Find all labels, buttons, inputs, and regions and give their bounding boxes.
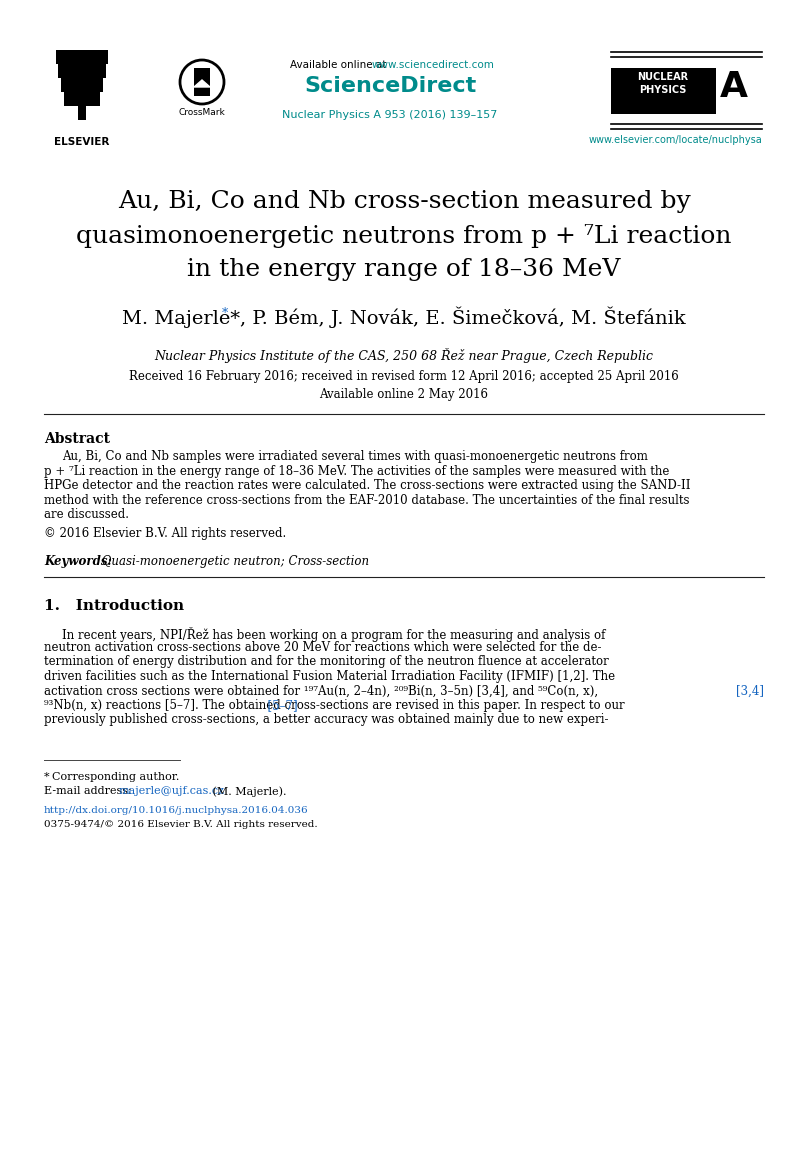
Text: ELSEVIER: ELSEVIER bbox=[54, 137, 110, 148]
Text: CrossMark: CrossMark bbox=[179, 108, 225, 117]
Polygon shape bbox=[194, 80, 210, 87]
Text: Au, Bi, Co and Nb samples were irradiated several times with quasi-monoenergetic: Au, Bi, Co and Nb samples were irradiate… bbox=[62, 450, 648, 462]
Text: NUCLEAR
PHYSICS: NUCLEAR PHYSICS bbox=[638, 72, 688, 95]
Text: Keywords:: Keywords: bbox=[44, 554, 112, 567]
Text: http://dx.doi.org/10.1016/j.nuclphysa.2016.04.036: http://dx.doi.org/10.1016/j.nuclphysa.20… bbox=[44, 806, 309, 815]
Text: www.sciencedirect.com: www.sciencedirect.com bbox=[372, 60, 494, 70]
Text: ScienceDirect: ScienceDirect bbox=[304, 76, 476, 96]
Text: [1,2]: [1,2] bbox=[611, 670, 808, 683]
FancyBboxPatch shape bbox=[58, 64, 106, 78]
Text: activation cross sections were obtained for ¹⁹⁷Au(n, 2–4n), ²⁰⁹Bi(n, 3–5n) [3,4]: activation cross sections were obtained … bbox=[44, 684, 598, 697]
Text: termination of energy distribution and for the monitoring of the neutron fluence: termination of energy distribution and f… bbox=[44, 655, 608, 668]
Text: Available online at: Available online at bbox=[290, 60, 389, 70]
Text: majerle@ujf.cas.cz: majerle@ujf.cas.cz bbox=[119, 786, 225, 796]
Text: www.elsevier.com/locate/nuclphysa: www.elsevier.com/locate/nuclphysa bbox=[588, 135, 762, 145]
Text: are discussed.: are discussed. bbox=[44, 508, 129, 521]
Text: in the energy range of 18–36 MeV: in the energy range of 18–36 MeV bbox=[187, 258, 621, 281]
Text: HPGe detector and the reaction rates were calculated. The cross-sections were ex: HPGe detector and the reaction rates wer… bbox=[44, 479, 691, 492]
Text: neutron activation cross-sections above 20 MeV for reactions which were selected: neutron activation cross-sections above … bbox=[44, 641, 601, 654]
Text: Corresponding author.: Corresponding author. bbox=[52, 772, 179, 782]
Text: *: * bbox=[44, 772, 49, 782]
Text: ⁹³Nb(n, x) reactions [5–7]. The obtained cross-sections are revised in this pape: ⁹³Nb(n, x) reactions [5–7]. The obtained… bbox=[44, 700, 625, 712]
Text: *: * bbox=[222, 307, 228, 320]
FancyBboxPatch shape bbox=[56, 50, 108, 64]
Text: [3,4]: [3,4] bbox=[496, 684, 764, 697]
Text: (M. Majerle).: (M. Majerle). bbox=[209, 786, 287, 797]
Text: Quasi-monoenergetic neutron; Cross-section: Quasi-monoenergetic neutron; Cross-secti… bbox=[98, 554, 369, 567]
Text: M. Majerle*, P. Bém, J. Novák, E. Šimečková, M. Štefánik: M. Majerle*, P. Bém, J. Novák, E. Šimečk… bbox=[122, 306, 686, 328]
Text: method with the reference cross-sections from the EAF-2010 database. The uncerta: method with the reference cross-sections… bbox=[44, 494, 689, 507]
Text: driven facilities such as the International Fusion Material Irradiation Facility: driven facilities such as the Internatio… bbox=[44, 670, 615, 683]
Text: previously published cross-sections, a better accuracy was obtained mainly due t: previously published cross-sections, a b… bbox=[44, 713, 608, 726]
Text: © 2016 Elsevier B.V. All rights reserved.: © 2016 Elsevier B.V. All rights reserved… bbox=[44, 526, 286, 539]
Text: Nuclear Physics A 953 (2016) 139–157: Nuclear Physics A 953 (2016) 139–157 bbox=[282, 110, 498, 120]
Text: 0375-9474/© 2016 Elsevier B.V. All rights reserved.: 0375-9474/© 2016 Elsevier B.V. All right… bbox=[44, 820, 318, 829]
Text: quasimonoenergetic neutrons from p + ⁷Li reaction: quasimonoenergetic neutrons from p + ⁷Li… bbox=[76, 224, 732, 248]
Text: p + ⁷Li reaction in the energy range of 18–36 MeV. The activities of the samples: p + ⁷Li reaction in the energy range of … bbox=[44, 465, 669, 478]
FancyBboxPatch shape bbox=[64, 92, 100, 106]
FancyBboxPatch shape bbox=[611, 69, 716, 114]
Text: E-mail address:: E-mail address: bbox=[44, 786, 132, 796]
Text: Nuclear Physics Institute of the CAS, 250 68 Řež near Prague, Czech Republic: Nuclear Physics Institute of the CAS, 25… bbox=[154, 347, 654, 363]
Text: A: A bbox=[720, 70, 748, 105]
FancyBboxPatch shape bbox=[61, 78, 103, 92]
FancyBboxPatch shape bbox=[194, 69, 210, 96]
FancyBboxPatch shape bbox=[78, 100, 86, 120]
Text: [5–7]: [5–7] bbox=[155, 700, 297, 712]
Text: In recent years, NPI/Řež has been working on a program for the measuring and ana: In recent years, NPI/Řež has been workin… bbox=[62, 626, 605, 641]
Text: Available online 2 May 2016: Available online 2 May 2016 bbox=[319, 388, 489, 401]
Text: 1.   Introduction: 1. Introduction bbox=[44, 598, 184, 612]
Text: Abstract: Abstract bbox=[44, 432, 110, 446]
Text: Au, Bi, Co and Nb cross-section measured by: Au, Bi, Co and Nb cross-section measured… bbox=[118, 191, 690, 213]
Text: Received 16 February 2016; received in revised form 12 April 2016; accepted 25 A: Received 16 February 2016; received in r… bbox=[129, 370, 679, 383]
